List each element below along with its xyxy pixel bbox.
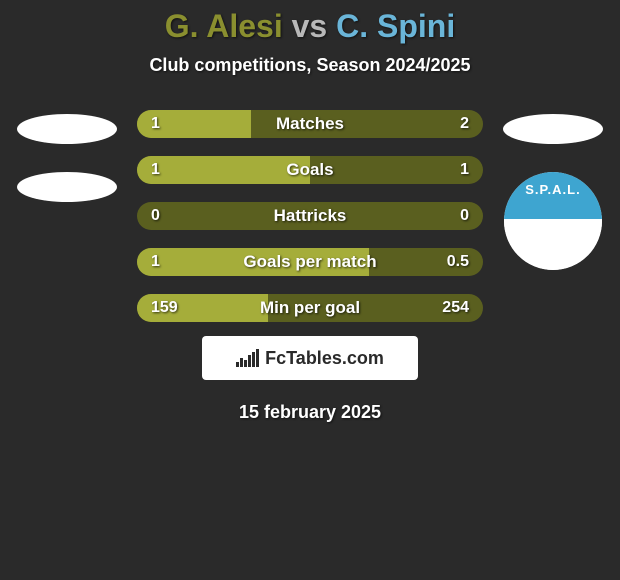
bar-label: Min per goal — [137, 298, 483, 318]
right-player-oval — [503, 114, 603, 144]
player-right-name: C. Spini — [336, 8, 455, 44]
watermark: FcTables.com — [202, 336, 418, 380]
bar-label: Goals — [137, 160, 483, 180]
badge-bottom-half — [504, 219, 602, 270]
stat-bar: 1Goals1 — [137, 156, 483, 184]
bar-label: Hattricks — [137, 206, 483, 226]
bar-value-right: 1 — [460, 161, 469, 179]
page-title: G. Alesi vs C. Spini — [0, 8, 620, 45]
left-club-oval — [17, 172, 117, 202]
bar-value-right: 254 — [442, 299, 469, 317]
player-left-name: G. Alesi — [165, 8, 283, 44]
stat-bar: 1Goals per match0.5 — [137, 248, 483, 276]
bar-value-right: 0.5 — [447, 253, 469, 271]
bar-value-right: 2 — [460, 115, 469, 133]
stat-bars: 1Matches21Goals10Hattricks01Goals per ma… — [137, 110, 483, 322]
badge-top-half: S.P.A.L. — [504, 172, 602, 219]
bar-value-right: 0 — [460, 207, 469, 225]
left-side-column — [17, 110, 117, 202]
badge-text: S.P.A.L. — [504, 182, 602, 197]
subtitle: Club competitions, Season 2024/2025 — [0, 55, 620, 76]
watermark-text: FcTables.com — [265, 348, 384, 369]
right-club-badge: S.P.A.L. — [504, 172, 602, 270]
right-side-column: S.P.A.L. — [503, 110, 603, 270]
comparison-container: G. Alesi vs C. Spini Club competitions, … — [0, 0, 620, 423]
chart-icon — [236, 349, 259, 367]
left-player-oval — [17, 114, 117, 144]
stats-area: 1Matches21Goals10Hattricks01Goals per ma… — [0, 110, 620, 322]
stat-bar: 0Hattricks0 — [137, 202, 483, 230]
bar-label: Goals per match — [137, 252, 483, 272]
stat-bar: 159Min per goal254 — [137, 294, 483, 322]
date-text: 15 february 2025 — [0, 402, 620, 423]
bar-label: Matches — [137, 114, 483, 134]
stat-bar: 1Matches2 — [137, 110, 483, 138]
title-vs: vs — [283, 8, 336, 44]
